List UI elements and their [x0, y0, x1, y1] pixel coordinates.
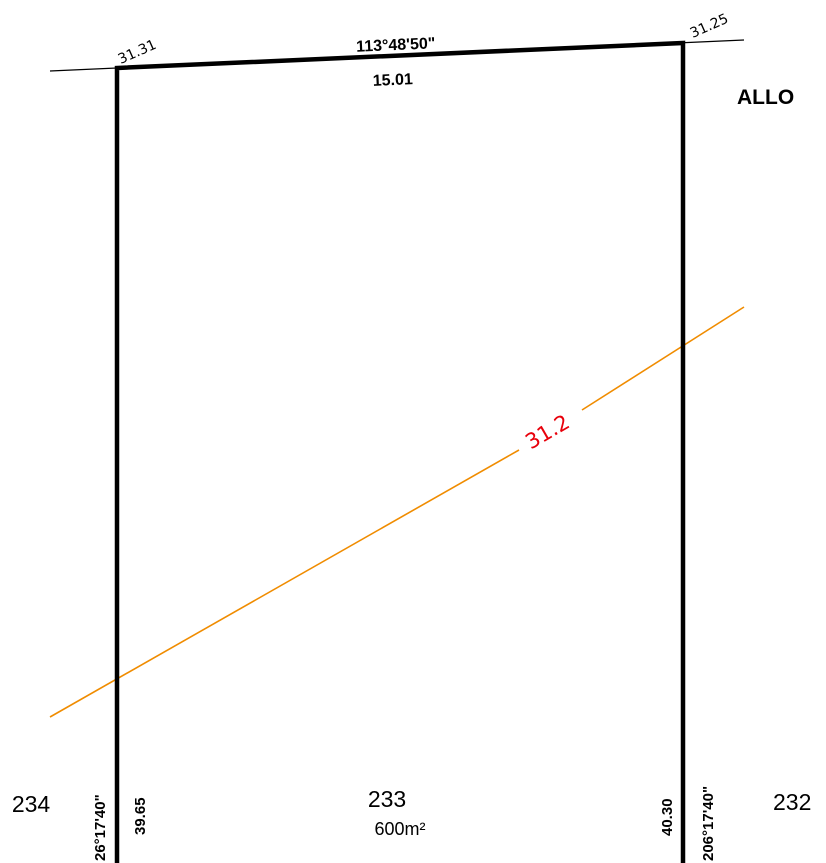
lot-area-233: 600m²: [374, 819, 425, 839]
top-distance: 15.01: [372, 71, 413, 90]
allotment-heading: ALLO: [737, 86, 794, 109]
top-bearing: 113°48'50": [356, 35, 436, 56]
lot-number-233: 233: [368, 786, 406, 812]
right-bearing: 206°17'40": [700, 786, 717, 861]
right-distance: 40.30: [659, 798, 676, 836]
contour-line-upper: [581, 306, 745, 411]
left-bearing: 26°17'40": [92, 794, 109, 861]
contour-line: [49, 449, 520, 718]
corner-level-top-right: 31.25: [688, 11, 731, 42]
corner-level-top-left: 31.31: [116, 37, 159, 68]
lot-boundary: [114, 40, 686, 863]
left-distance: 39.65: [132, 797, 149, 835]
lot-number-232: 232: [773, 789, 811, 815]
lot-number-234: 234: [12, 791, 51, 817]
contour-label: 31.2: [521, 410, 574, 454]
